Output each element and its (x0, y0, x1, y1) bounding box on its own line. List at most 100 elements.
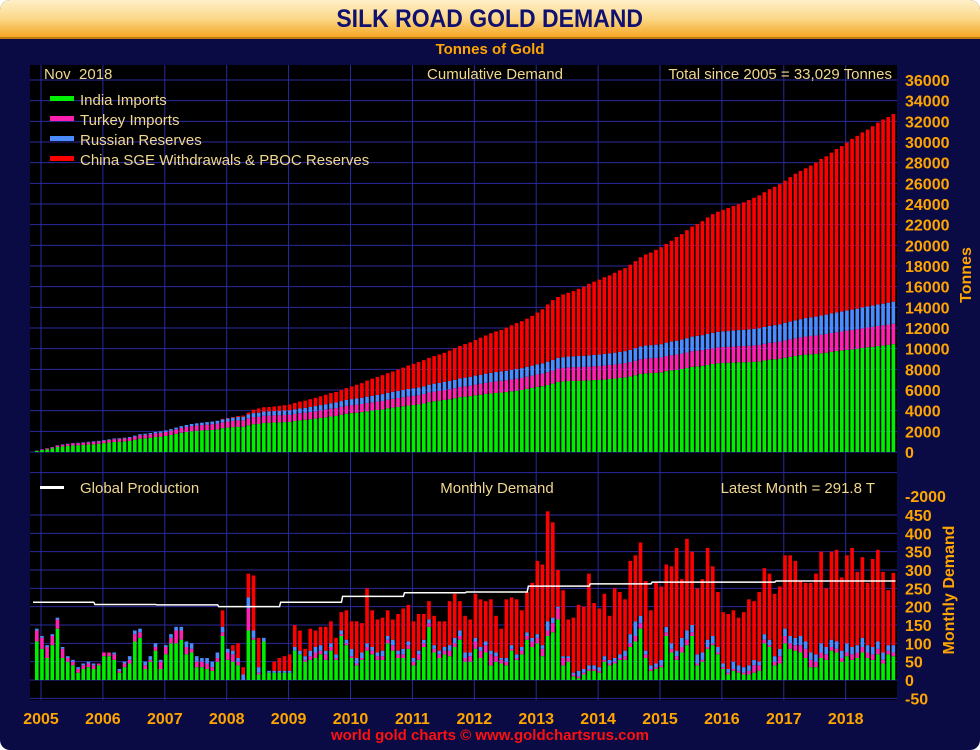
monthly-bar-russia (55, 617, 60, 620)
monthly-bar-russia (793, 637, 798, 646)
cumulative-bar-turkey (117, 438, 122, 442)
monthly-bar-india (143, 669, 147, 680)
cumulative-bar-russia (855, 308, 860, 330)
monthly-bar-turkey (468, 656, 473, 662)
cumulative-bar-india (138, 438, 142, 452)
monthly-bar-turkey (318, 650, 323, 655)
monthly-bar-india (592, 670, 596, 680)
monthly-bar-india (865, 658, 870, 680)
monthly-bar-russia (685, 630, 689, 640)
cumulative-bar-india (344, 413, 349, 452)
cumulative-bar-russia (535, 364, 540, 375)
cumulative-bar-china (514, 323, 519, 370)
cumulative-bar-india (643, 373, 648, 452)
monthly-bar-russia (164, 645, 168, 647)
monthly-bar-india (50, 645, 55, 680)
monthly-bar-russia (35, 628, 39, 631)
cumulative-bar-turkey (509, 379, 514, 392)
monthly-bar-turkey (824, 654, 829, 660)
monthly-bar-china (772, 593, 777, 657)
monthly-bar-china (545, 511, 550, 622)
cumulative-bar-russia (375, 394, 380, 402)
cumulative-bar-china (344, 388, 349, 400)
monthly-bar-india (349, 658, 354, 680)
cumulative-bar-china (447, 350, 452, 381)
monthly-bar-india (35, 641, 39, 680)
monthly-bar-turkey (597, 670, 602, 673)
total-label: Total since 2005 = 33,029 Tonnes (668, 66, 892, 83)
monthly-bar-russia (385, 636, 390, 640)
upper-y-axis-title: Tonnes (958, 247, 975, 303)
cumulative-bar-india (272, 422, 276, 452)
monthly-bar-turkey (592, 669, 596, 671)
cumulative-bar-india (700, 365, 705, 452)
monthly-bar-turkey (509, 648, 514, 651)
cumulative-bar-india (741, 362, 746, 452)
cumulative-bar-china (396, 369, 400, 391)
cumulative-bar-india (437, 400, 442, 452)
monthly-bar-india (881, 663, 885, 680)
monthly-bar-turkey (349, 656, 354, 658)
monthly-bar-turkey (783, 636, 787, 644)
monthly-bar-russia (349, 648, 354, 657)
cumulative-bar-turkey (736, 346, 741, 363)
monthly-bar-turkey (803, 648, 808, 658)
cumulative-bar-russia (499, 371, 503, 381)
monthly-bar-russia (256, 667, 261, 673)
cumulative-bar-india (726, 362, 731, 452)
monthly-bar-china (499, 628, 503, 658)
monthly-bar-india (891, 656, 896, 680)
upper-y-tick-label: 14000 (905, 300, 950, 317)
cumulative-bar-russia (504, 370, 509, 381)
monthly-bar-turkey (194, 661, 199, 668)
monthly-bar-russia (277, 670, 282, 673)
monthly-bar-china (282, 656, 287, 671)
cumulative-bar-india (391, 407, 395, 452)
cumulative-bar-russia (158, 431, 163, 433)
monthly-bar-russia (329, 643, 333, 647)
monthly-bar-india (406, 648, 411, 680)
cumulative-bar-china (736, 204, 741, 331)
cumulative-bar-russia (690, 336, 694, 352)
monthly-bar-russia (262, 637, 266, 642)
cumulative-bar-russia (726, 331, 731, 347)
monthly-bar-russia (210, 661, 215, 668)
monthly-bar-china (535, 560, 540, 635)
upper-y-tick-label: 20000 (905, 238, 950, 255)
cumulative-bar-india (819, 353, 823, 452)
monthly-bar-turkey (716, 652, 720, 655)
monthly-bar-india (478, 658, 483, 680)
monthly-bar-turkey (757, 665, 761, 671)
cumulative-bar-china (669, 240, 674, 342)
upper-y-tick-label: 36000 (905, 73, 950, 90)
monthly-bar-russia (411, 658, 416, 662)
monthly-bar-turkey (122, 663, 127, 668)
monthly-bar-russia (143, 661, 147, 666)
cumulative-bar-russia (396, 390, 400, 399)
cumulative-bar-india (102, 443, 106, 452)
cumulative-bar-russia (189, 423, 194, 427)
monthly-bar-india (695, 665, 700, 680)
monthly-bar-india (819, 658, 823, 680)
monthly-bar-turkey (576, 676, 581, 679)
lower-y-tick-label: 400 (905, 526, 932, 543)
monthly-bar-india (117, 672, 122, 680)
cumulative-bar-russia (618, 351, 622, 364)
cumulative-bar-turkey (40, 449, 44, 451)
cumulative-bar-india (442, 399, 447, 452)
monthly-bar-russia (432, 645, 436, 649)
cumulative-bar-russia (545, 361, 550, 373)
cumulative-bar-russia (716, 331, 720, 348)
cumulative-bar-turkey (416, 395, 421, 405)
cumulative-bar-turkey (210, 424, 215, 430)
monthly-bar-china (231, 645, 235, 651)
cumulative-bar-russia (318, 405, 323, 411)
monthly-bar-china (478, 599, 483, 647)
cumulative-bar-turkey (442, 390, 447, 400)
monthly-bar-turkey (829, 647, 834, 651)
cumulative-bar-china (772, 186, 777, 326)
monthly-bar-russia (736, 665, 741, 671)
monthly-bar-russia (45, 645, 49, 647)
legend-india: India Imports (80, 92, 167, 109)
monthly-bar-india (659, 667, 663, 680)
